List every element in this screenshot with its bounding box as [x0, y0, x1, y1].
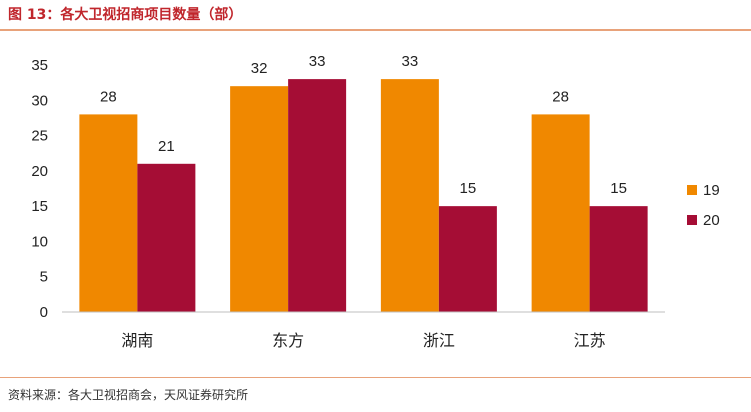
data-label: 33	[402, 53, 419, 70]
source-note: 资料来源：各大卫视招商会，天风证券研究所	[8, 388, 249, 402]
data-labels: 28 21 32 33 33 15 28 15	[100, 53, 627, 197]
y-tick-label: 10	[31, 233, 48, 250]
bars	[79, 79, 648, 313]
legend-swatch-19	[687, 185, 697, 195]
bar-湖南-19	[79, 114, 138, 313]
data-label: 32	[251, 60, 268, 77]
bar-东方-20	[288, 79, 347, 312]
y-tick-label: 5	[40, 269, 48, 286]
legend-swatch-20	[687, 215, 697, 225]
bar-东方-19	[230, 86, 289, 313]
x-tick-label: 江苏	[574, 331, 606, 350]
y-axis: 0 5 10 15 20 25 30 35	[31, 57, 48, 321]
y-tick-label: 20	[31, 163, 48, 180]
y-tick-label: 15	[31, 198, 48, 215]
data-label: 33	[309, 53, 326, 70]
data-label: 21	[158, 138, 175, 155]
bar-江苏-20	[589, 206, 648, 312]
bar-浙江-19	[380, 79, 439, 312]
data-label: 28	[100, 88, 117, 105]
y-tick-label: 0	[40, 304, 48, 321]
data-label: 15	[610, 180, 627, 197]
x-tick-label: 东方	[272, 331, 304, 350]
footer-divider	[0, 377, 751, 378]
title-divider	[0, 29, 751, 31]
x-tick-label: 湖南	[121, 331, 153, 350]
y-tick-label: 35	[31, 57, 48, 74]
y-tick-label: 25	[31, 128, 48, 145]
legend-label: 20	[703, 212, 720, 229]
legend-label: 19	[703, 182, 720, 199]
y-tick-label: 30	[31, 92, 48, 109]
bar-chart: 0 5 10 15 20 25 30 35 28 21 32 33 33 15 28 15 湖南 东方 浙江 江苏…	[31, 53, 720, 350]
chart-title: 图 13：各大卫视招商项目数量（部）	[8, 7, 243, 23]
bar-湖南-20	[137, 163, 196, 312]
x-tick-label: 浙江	[423, 331, 455, 350]
data-label: 28	[552, 88, 569, 105]
x-axis: 湖南 东方 浙江 江苏	[121, 331, 605, 350]
bar-江苏-19	[531, 114, 590, 313]
data-label: 15	[460, 180, 477, 197]
bar-浙江-20	[438, 206, 497, 312]
